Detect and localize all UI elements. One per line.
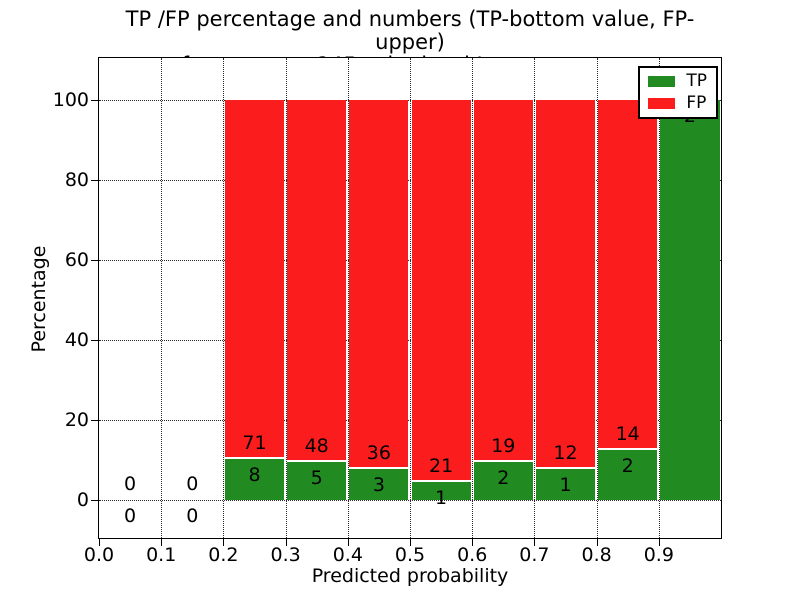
bar-tp-segment <box>411 481 471 500</box>
x-tick-mark <box>285 539 287 546</box>
annotation-tp-count: 0 <box>124 505 137 527</box>
x-tick-label: 0.7 <box>519 544 550 566</box>
x-tick-label: 0.3 <box>270 544 301 566</box>
x-tick-label: 0.6 <box>457 544 488 566</box>
annotation-tp-count: 0 <box>186 505 199 527</box>
x-tick-mark <box>99 539 100 546</box>
y-tick-label: 40 <box>64 329 89 351</box>
v-gridline <box>534 58 536 538</box>
annotation-fp-count: 36 <box>366 442 391 465</box>
x-tick-mark <box>223 539 225 546</box>
v-gridline <box>285 58 287 538</box>
annotation-tp-count: 2 <box>621 455 634 477</box>
annotation-fp-count: 48 <box>304 435 329 458</box>
y-tick-mark <box>91 180 98 181</box>
bar-tp-segment <box>535 469 596 500</box>
annotation-tp-count: 2 <box>497 466 510 489</box>
y-tick-label: 60 <box>64 249 89 271</box>
y-tick-mark <box>91 260 98 261</box>
v-gridline <box>658 58 660 538</box>
v-gridline <box>347 58 349 538</box>
x-tick-mark <box>596 539 598 546</box>
legend-tp-label: TP <box>686 71 707 91</box>
y-tick-mark <box>91 500 98 501</box>
y-tick-label: 80 <box>64 169 89 191</box>
y-tick-mark <box>91 420 98 421</box>
x-axis-label: Predicted probability <box>311 565 509 587</box>
y-tick-mark <box>91 340 98 341</box>
bar-fp-segment <box>411 100 471 480</box>
v-gridline <box>223 58 225 538</box>
bar-fp-segment <box>349 100 409 468</box>
legend-fp-swatch-icon <box>648 98 676 109</box>
bar-tp-segment <box>224 459 285 500</box>
bar-fp-segment <box>473 100 533 460</box>
x-tick-label: 0.0 <box>83 544 115 566</box>
annotation-fp-count: 21 <box>429 454 454 477</box>
annotation-tp-count: 8 <box>248 464 261 487</box>
bar-fp-segment <box>535 100 596 468</box>
x-tick-label: 0.2 <box>208 544 239 566</box>
bar-tp-segment <box>598 450 658 500</box>
annotation-tp-count: 1 <box>559 474 572 497</box>
annotation-tp-count: 1 <box>435 486 448 509</box>
x-tick-label: 0.4 <box>332 544 363 566</box>
legend-item-tp: TP <box>648 73 707 90</box>
v-gridline <box>410 58 411 538</box>
x-tick-label: 0.9 <box>643 544 674 566</box>
y-tick-label: 0 <box>76 489 89 511</box>
annotation-fp-count: 71 <box>242 432 267 455</box>
bar-tp-segment <box>473 461 533 500</box>
legend: TP FP <box>638 66 718 119</box>
bar-tp-segment <box>287 462 347 500</box>
legend-item-fp: FP <box>648 95 707 112</box>
plot-area: Percentage TP FP 0 20 40 60 80 100 0.0 0.1 0.2 0.… <box>28 57 722 566</box>
x-tick-mark <box>161 539 163 546</box>
annotation-fp-count: 0 <box>186 473 199 495</box>
y-axis-label: Percentage <box>28 245 50 353</box>
bar-tp-segment <box>660 100 720 500</box>
bar-fp-segment <box>224 100 285 458</box>
annotation-fp-count: 12 <box>553 442 578 465</box>
y-tick-label: 100 <box>52 89 89 111</box>
y-tick-mark <box>91 100 98 101</box>
x-tick-mark <box>658 539 660 546</box>
legend-tp-swatch-icon <box>648 76 676 87</box>
annotation-fp-count: 0 <box>124 473 137 495</box>
x-tick-label: 0.1 <box>146 544 177 566</box>
bar-fp-segment <box>287 100 347 461</box>
v-gridline <box>472 58 474 538</box>
x-tick-mark <box>410 539 411 546</box>
annotation-fp-count: 14 <box>615 423 640 445</box>
v-gridline <box>596 58 598 538</box>
annotation-fp-count: 19 <box>491 434 516 457</box>
v-gridline <box>161 58 163 538</box>
x-tick-mark <box>347 539 349 546</box>
bar-tp-segment <box>349 469 409 500</box>
bar-fp-segment <box>598 100 658 448</box>
chart-title-line1: TP /FP percentage and numbers (TP-bottom… <box>125 7 695 54</box>
annotation-tp-count: 5 <box>310 467 323 490</box>
x-tick-label: 0.8 <box>581 544 612 566</box>
legend-fp-label: FP <box>686 93 707 113</box>
x-tick-label: 0.5 <box>394 544 426 566</box>
y-tick-label: 20 <box>64 409 89 431</box>
annotation-tp-count: 3 <box>372 474 385 497</box>
x-tick-mark <box>534 539 536 546</box>
x-tick-mark <box>472 539 474 546</box>
